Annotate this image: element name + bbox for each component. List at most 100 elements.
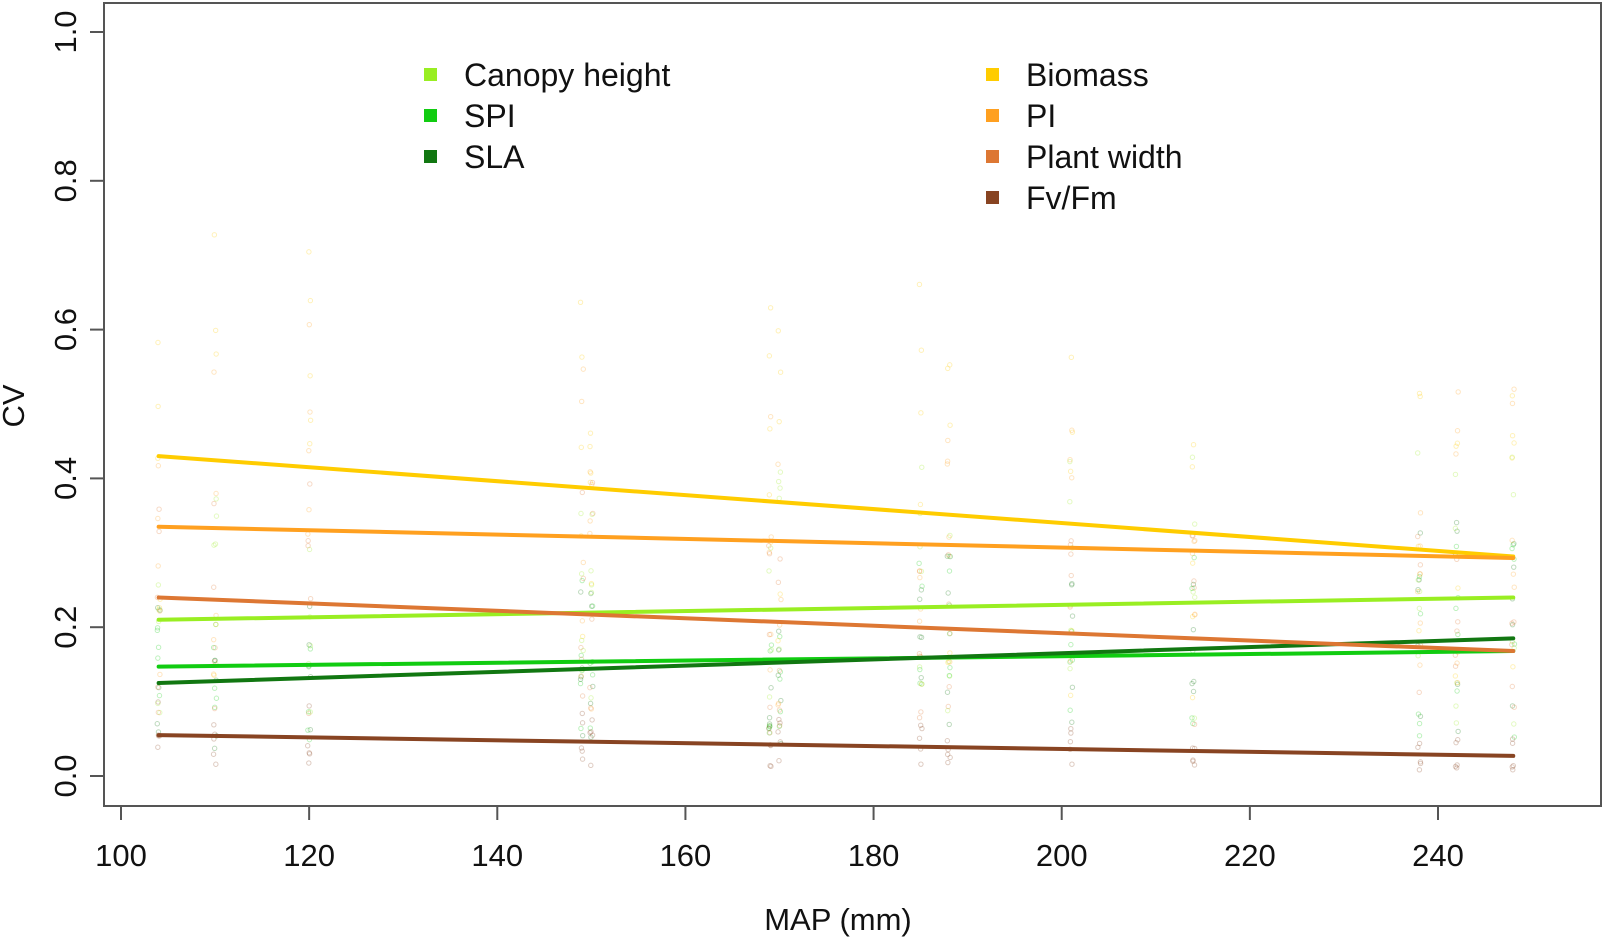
data-point <box>1511 641 1518 647</box>
data-point <box>156 692 163 699</box>
data-point <box>776 628 782 634</box>
data-point <box>777 591 783 597</box>
data-point <box>1510 491 1517 498</box>
data-point <box>305 538 311 544</box>
data-point <box>155 515 161 522</box>
data-point <box>766 549 772 556</box>
data-point <box>578 444 584 451</box>
data-point <box>578 652 584 659</box>
data-point <box>775 672 781 678</box>
data-point <box>917 501 924 508</box>
data-point <box>213 621 219 628</box>
data-point <box>1454 765 1460 771</box>
data-point <box>587 443 593 450</box>
data-point <box>211 705 218 712</box>
data-point <box>578 674 584 680</box>
data-point <box>777 485 783 491</box>
data-point <box>1068 725 1074 732</box>
data-point <box>307 441 313 447</box>
data-point <box>768 647 775 653</box>
data-point <box>766 730 773 736</box>
data-point <box>156 684 162 691</box>
data-point <box>1415 589 1421 595</box>
data-point <box>1415 744 1421 750</box>
data-point <box>777 708 784 715</box>
data-point <box>777 556 783 562</box>
series-line-biomass <box>156 454 1516 559</box>
data-point <box>1510 763 1517 769</box>
data-point <box>777 669 784 675</box>
data-point <box>944 738 951 744</box>
data-point <box>1417 510 1424 516</box>
data-point <box>210 644 217 651</box>
data-point <box>1509 740 1516 746</box>
legend: Canopy height SPI SLA Biomass PI Plant width F… <box>424 57 1183 216</box>
data-point <box>213 695 220 701</box>
data-point <box>1452 525 1459 532</box>
data-point <box>579 748 585 754</box>
data-point <box>1417 562 1424 568</box>
x-tick-label: 160 <box>660 838 712 873</box>
data-point <box>577 676 584 683</box>
data-point <box>944 751 951 758</box>
data-point <box>1416 577 1422 583</box>
data-point <box>778 697 784 704</box>
data-point <box>916 714 923 721</box>
data-point <box>1417 571 1423 577</box>
data-point <box>1189 680 1195 687</box>
data-point <box>588 568 594 574</box>
data-point <box>1191 715 1198 721</box>
data-point <box>578 673 584 679</box>
data-point <box>1511 734 1518 740</box>
legend-item-spi: SPI <box>424 98 516 134</box>
data-point <box>1417 571 1423 577</box>
data-point <box>212 645 218 651</box>
data-point <box>919 681 925 687</box>
x-tick-label: 240 <box>1412 838 1464 873</box>
data-point <box>1190 720 1196 727</box>
data-point <box>1416 733 1423 739</box>
data-point <box>155 744 161 750</box>
data-point <box>917 666 923 673</box>
data-point <box>306 506 312 513</box>
data-point <box>916 560 922 567</box>
data-point <box>213 490 219 497</box>
data-point <box>1067 659 1073 665</box>
data-point <box>1415 533 1421 540</box>
data-point <box>776 495 782 502</box>
data-point <box>1453 519 1460 526</box>
data-point <box>212 657 218 664</box>
data-point <box>946 534 952 540</box>
data-point <box>305 709 312 715</box>
data-point <box>211 685 218 691</box>
data-point <box>1453 720 1460 726</box>
data-point <box>918 568 925 575</box>
data-point <box>587 469 593 475</box>
data-point <box>1190 757 1196 763</box>
data-point <box>306 750 312 756</box>
plot-frame <box>103 2 1602 807</box>
data-point <box>211 722 217 728</box>
data-point <box>155 699 161 705</box>
data-point <box>767 648 773 654</box>
data-point <box>211 232 218 238</box>
data-point <box>1455 631 1461 638</box>
data-point <box>945 759 951 766</box>
data-point <box>918 761 924 767</box>
data-point <box>766 724 773 730</box>
data-point <box>1453 703 1459 709</box>
data-point <box>947 659 953 665</box>
data-point <box>1454 628 1460 634</box>
data-point <box>916 281 923 288</box>
data-point <box>1509 641 1515 648</box>
data-point <box>1509 455 1515 461</box>
y-axis-title: CV <box>0 384 31 427</box>
data-point <box>768 642 775 648</box>
data-point <box>1509 400 1516 407</box>
data-point <box>1509 703 1516 709</box>
data-point <box>587 725 593 731</box>
x-tick-label: 180 <box>848 838 900 873</box>
data-point <box>306 642 312 648</box>
data-point <box>947 650 953 656</box>
